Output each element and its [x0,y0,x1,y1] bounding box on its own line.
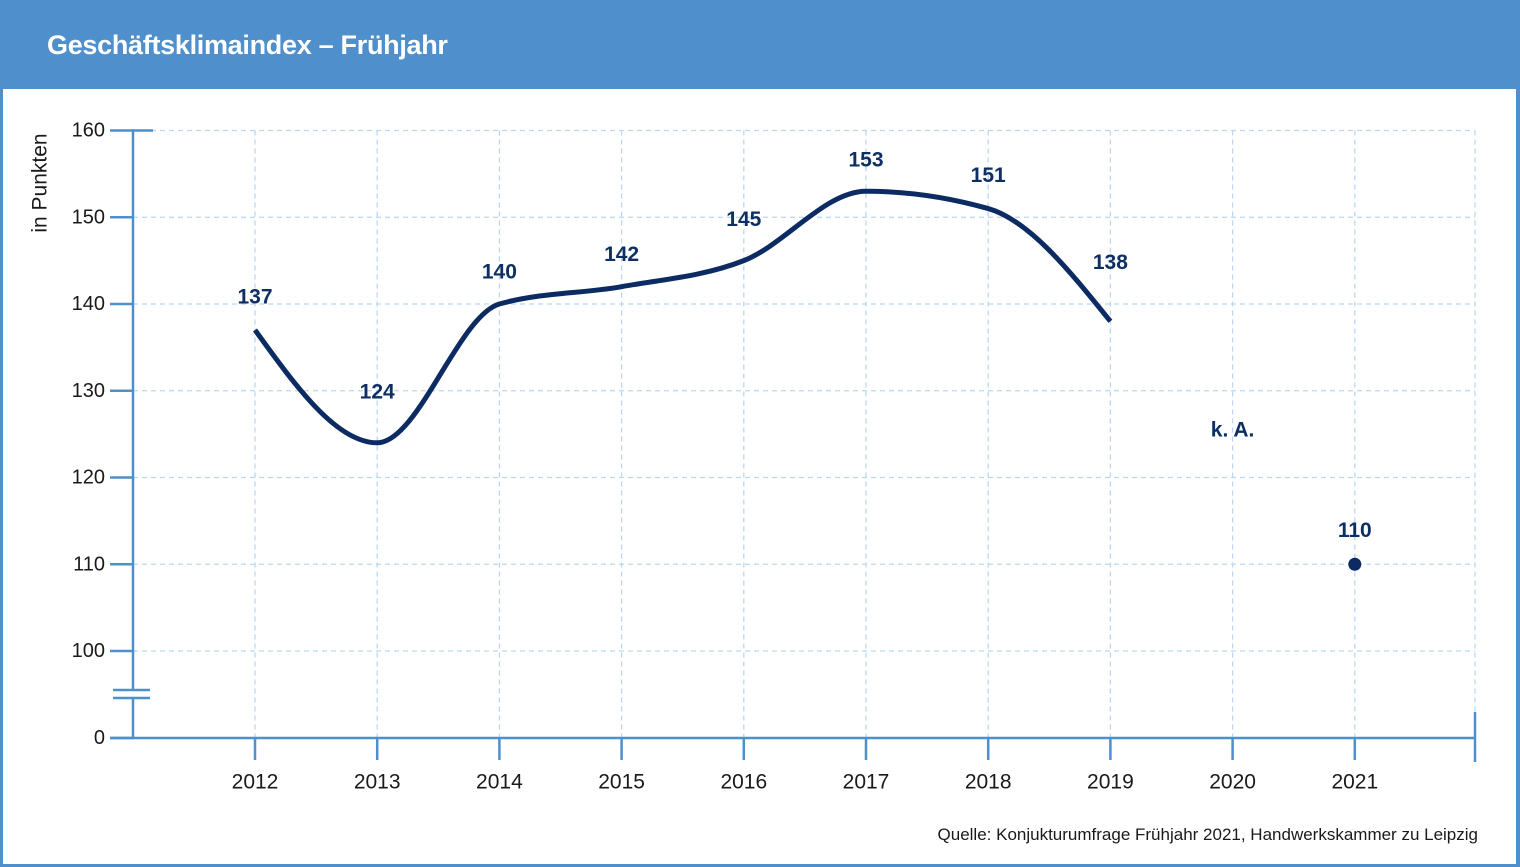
y-tick-label: 110 [73,553,105,575]
data-label: 145 [726,208,761,231]
chart-title: Geschäftsklimaindex – Frühjahr [47,30,448,60]
x-tick-label: 2013 [354,771,401,794]
annotation-label: k. A. [1211,419,1255,442]
data-point [1348,557,1362,571]
data-label: 140 [482,261,517,284]
y-tick-label: 130 [72,380,105,402]
data-label: 142 [604,243,639,266]
series-line [252,188,1113,446]
x-tick-label: 2014 [476,771,523,794]
x-tick-label: 2015 [598,771,645,794]
y-tick-label: 150 [72,206,105,228]
x-tick-label: 2021 [1331,771,1378,794]
y-tick-label: 120 [72,467,105,489]
gridlines [133,129,1476,738]
chart-header: Geschäftsklimaindex – Frühjahr [0,0,1520,89]
data-label: 138 [1093,251,1128,274]
y-tick-label: 160 [72,120,105,142]
x-tick-label: 2018 [965,771,1012,794]
data-label: 137 [237,286,272,309]
y-tick-label: 0 [94,727,105,749]
x-tick-label: 2019 [1087,771,1134,794]
x-tick-label: 2020 [1209,771,1256,794]
y-tick-label: 140 [72,293,105,315]
x-tick-label: 2017 [843,771,890,794]
y-tick-label: 100 [72,640,105,662]
source-note: Quelle: Konjukturumfrage Frühjahr 2021, … [937,825,1478,844]
y-axis-title: in Punkten [29,133,52,232]
x-tick-label: 2012 [232,771,279,794]
axes [110,129,1477,762]
data-label: 124 [360,380,395,403]
data-label: 110 [1338,519,1372,542]
data-label: 153 [848,149,883,172]
data-label: 151 [971,164,1006,187]
x-tick-label: 2016 [720,771,767,794]
